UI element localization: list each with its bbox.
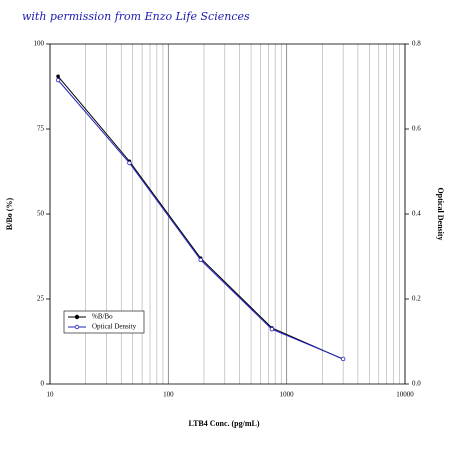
annotation: with permission from Enzo Life Sciences [22,10,250,23]
x-tick-label: 10 [47,391,55,399]
x-tick-label: 1000 [280,391,295,399]
y2-tick-label: 0.2 [412,295,421,303]
plot-frame [49,43,406,385]
y-tick-label: 25 [37,295,45,303]
data-point [198,257,203,263]
legend-marker [74,314,80,320]
legend-marker [74,324,80,330]
data-point [340,356,346,362]
x-tick-label: 10000 [396,391,414,399]
y2-tick-label: 0.8 [412,40,421,48]
x-axis-title: LTB4 Conc. (pg/mL) [188,419,259,428]
y-tick-label: 100 [34,40,45,48]
legend-label: Optical Density [92,323,137,331]
legend-label: %B/Bo [92,313,113,321]
data-point [56,74,60,79]
data-point [269,326,275,332]
y-tick-label: 0 [41,380,45,388]
y-tick-label: 50 [37,210,45,218]
data-point [127,160,132,166]
x-tick-label: 100 [163,391,174,399]
y2-tick-label: 0.4 [412,210,421,218]
y-axis-title: B/Bo (%) [5,198,14,231]
y2-axis-title: Optical Density [436,187,445,240]
y-tick-label: 75 [37,125,45,133]
y2-tick-label: 0.0 [412,380,421,388]
y2-tick-label: 0.6 [412,125,421,133]
data-point [55,77,61,83]
